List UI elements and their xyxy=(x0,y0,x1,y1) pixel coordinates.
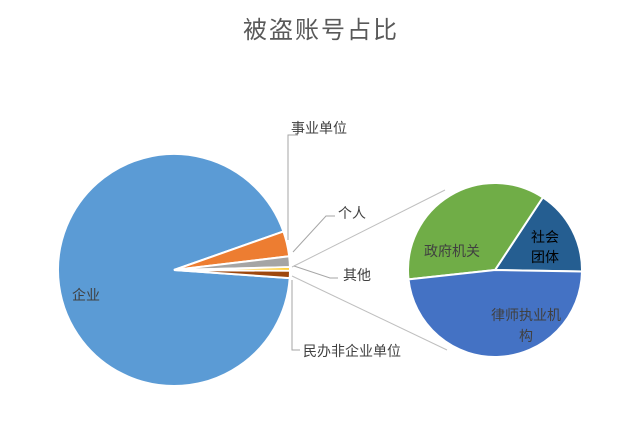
leader-line-qita xyxy=(293,265,338,279)
label-lvshi-line2: 构 xyxy=(519,329,533,345)
label-qiye: 企业 xyxy=(72,287,100,304)
secondary-slice-2 xyxy=(407,268,584,358)
label-shiye: 事业单位 xyxy=(291,121,347,137)
label-zhengfu: 政府机关 xyxy=(424,244,480,260)
connector-line-top xyxy=(291,189,446,268)
label-qita: 其他 xyxy=(343,268,371,284)
leader-line-minban xyxy=(291,280,300,351)
leader-line-shiye xyxy=(287,134,298,240)
secondary-slice-0 xyxy=(493,195,583,273)
connector-line-bottom xyxy=(291,275,448,351)
leader-line-geren xyxy=(292,215,335,253)
chart-title: 被盗账号占比 xyxy=(243,16,399,44)
label-minban: 民办非企业单位 xyxy=(303,343,401,360)
label-shehui: 社会团体 xyxy=(531,230,559,266)
primary-slice-4 xyxy=(173,269,292,280)
secondary-slice-1 xyxy=(407,182,545,281)
label-lvshi-line1: 律师执业机 xyxy=(491,308,561,324)
label-geren: 个人 xyxy=(338,206,366,222)
primary-slice-0 xyxy=(57,153,291,387)
